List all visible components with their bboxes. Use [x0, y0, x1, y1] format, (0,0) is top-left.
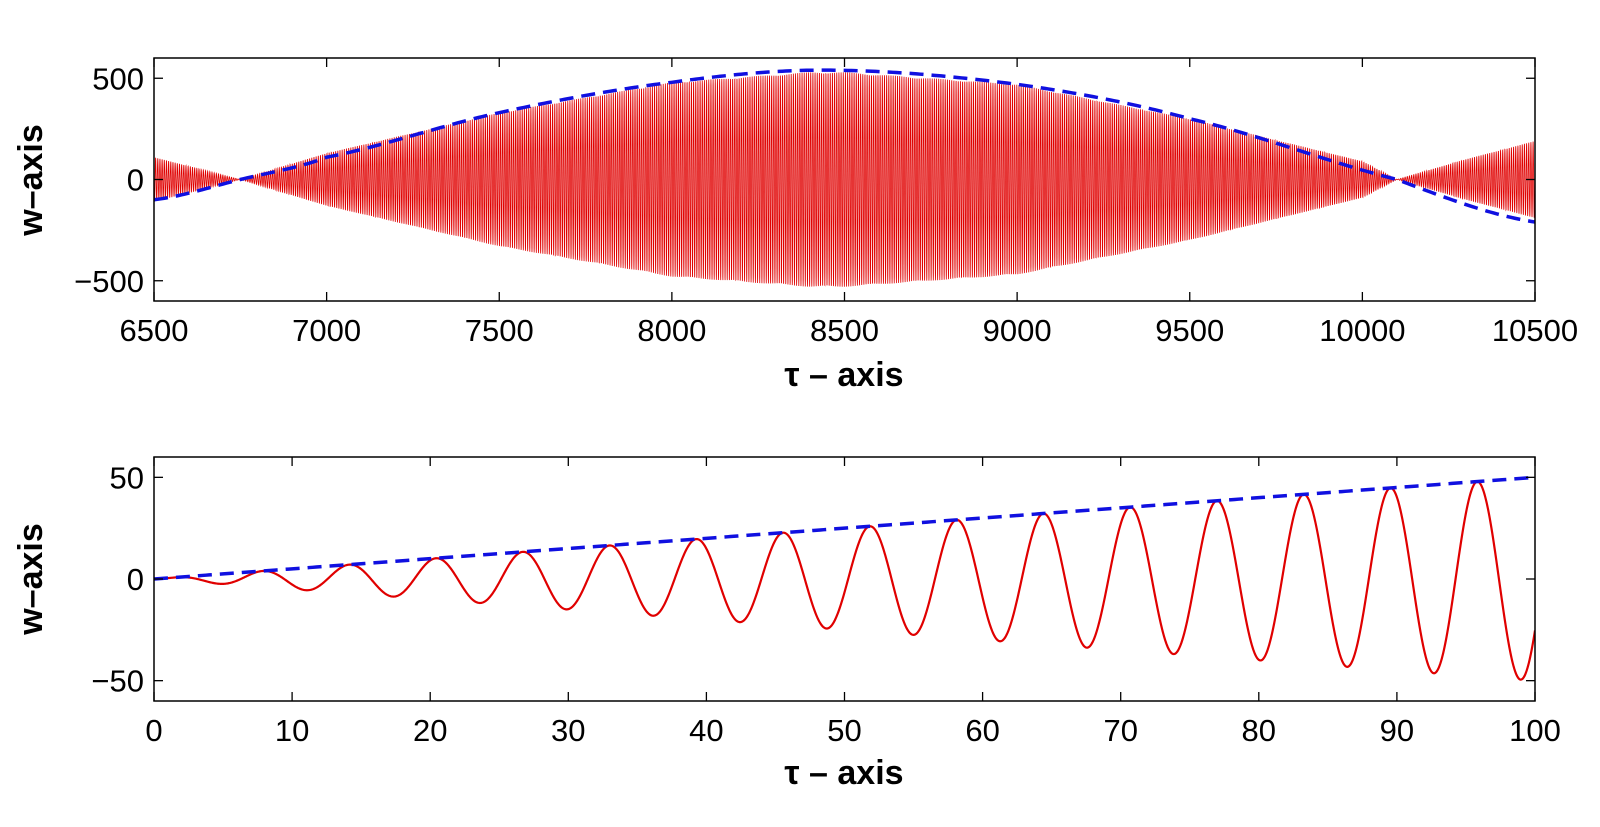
top-oscillation-series: [154, 72, 1535, 287]
top-y-tick-label: 500: [92, 61, 144, 96]
bottom-x-tick-label: 10: [275, 713, 309, 748]
bottom-y-axis-label: w–axis: [12, 523, 50, 636]
top-x-tick-label: 9000: [983, 313, 1052, 348]
top-x-tick-label: 9500: [1155, 313, 1224, 348]
bottom-x-tick-label: 80: [1242, 713, 1276, 748]
bottom-y-tick-label: −50: [91, 664, 144, 699]
top-x-tick-label: 7500: [465, 313, 534, 348]
top-x-axis-label: τ – axis: [784, 356, 903, 394]
top-x-tick-label: 8000: [637, 313, 706, 348]
bottom-x-tick-label: 30: [551, 713, 585, 748]
bottom-x-tick-label: 60: [965, 713, 999, 748]
bottom-envelope-series: [154, 475, 1535, 581]
bottom-x-tick-label: 90: [1380, 713, 1414, 748]
bottom-x-axis-label: τ – axis: [784, 754, 903, 792]
bottom-x-tick-label: 70: [1103, 713, 1137, 748]
bottom-x-tick-label: 50: [827, 713, 861, 748]
top-y-tick-label: 0: [127, 163, 144, 198]
bottom-x-tick-label: 20: [413, 713, 447, 748]
bottom-x-ticks: 0 10 20 30 40 50 60 70 80 90 100: [145, 457, 1561, 748]
top-y-axis-label: w–axis: [12, 124, 50, 237]
top-y-tick-label: −500: [74, 264, 144, 299]
bottom-x-tick-label: 40: [689, 713, 723, 748]
top-x-tick-label: 10000: [1319, 313, 1405, 348]
top-x-tick-label: 7000: [292, 313, 361, 348]
top-x-tick-label: 8500: [810, 313, 879, 348]
bottom-x-tick-label: 0: [145, 713, 162, 748]
top-envelope-series: [154, 68, 1535, 224]
bottom-y-ticks: −50 0 50: [91, 460, 1535, 699]
bottom-x-tick-label: 100: [1509, 713, 1561, 748]
bottom-y-tick-label: 50: [110, 460, 144, 495]
bottom-y-tick-label: 0: [127, 562, 144, 597]
top-x-tick-label: 10500: [1492, 313, 1578, 348]
top-y-ticks: −500 0 500: [74, 61, 1535, 299]
top-x-tick-label: 6500: [120, 313, 189, 348]
top-x-ticks: 6500 7000 7500 8000 8500 9000 9500 10000 10500: [120, 58, 1578, 348]
top-plot: 6500 7000 7500 8000 8500 9000 9500 10000 10500 −…: [12, 57, 1578, 394]
